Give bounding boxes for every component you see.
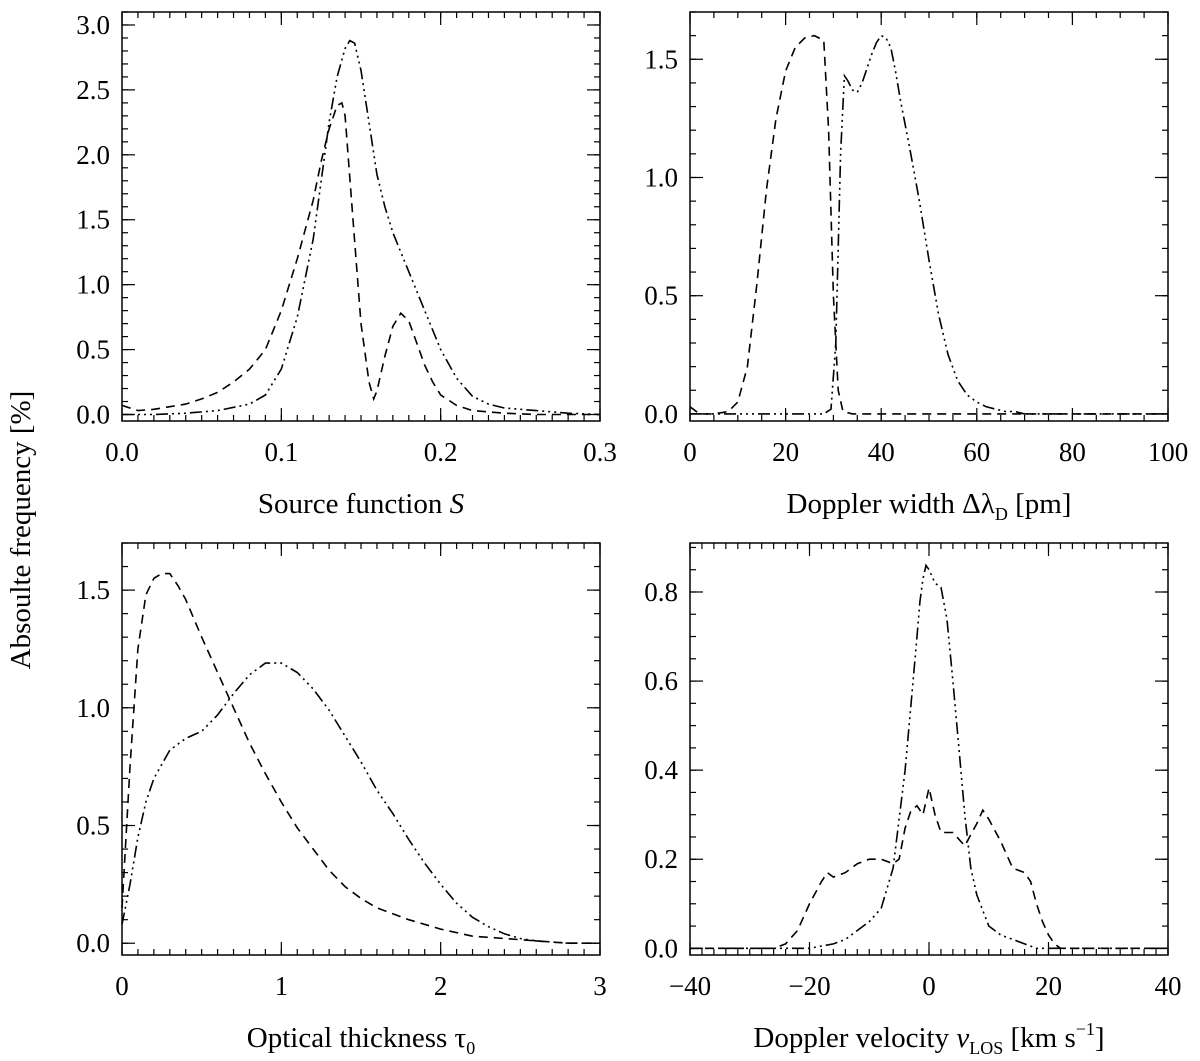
x-tick-label: 0: [115, 971, 129, 1001]
series-dash-dot-dot: [122, 39, 601, 416]
x-tick-label: 0.1: [264, 437, 298, 467]
x-tick-label: 60: [963, 437, 990, 467]
x-tick-label: 40: [1155, 971, 1182, 1001]
series-dash-dot-dot: [690, 563, 1168, 950]
x-tick-label: 80: [1059, 437, 1086, 467]
x-tick-label: 20: [772, 437, 799, 467]
x-tick-label: 0: [683, 437, 697, 467]
y-tick-label: 0.6: [644, 666, 678, 696]
panel-doppler-width: 0 20 40 60 80 100 0.0 0.5 1.0 1.5 Doppler width Δλ…: [644, 11, 1189, 524]
y-tick-label: 0.5: [76, 811, 110, 841]
plot-frame: [121, 542, 601, 956]
x-tick-label: 1: [275, 971, 289, 1001]
y-tick-label: 0.4: [644, 755, 678, 785]
y-tick-label: 1.0: [76, 693, 110, 723]
series-dashed: [690, 787, 1168, 950]
plot-frame: [689, 11, 1169, 422]
panel-doppler-velocity: −40 −20 0 20 40 0.0 0.2 0.4 0.6 0.8 Doppler veloci…: [644, 542, 1182, 1058]
x-tick-label: 3: [593, 971, 607, 1001]
y-tick-label: 0.0: [644, 399, 678, 429]
x-tick-label: 20: [1035, 971, 1062, 1001]
series-dashed: [121, 101, 600, 416]
x-tick-label: 2: [434, 971, 448, 1001]
y-tick-label: 1.5: [644, 44, 678, 74]
y-tick-label: 1.5: [76, 575, 110, 605]
y-tick-label: 2.5: [76, 75, 110, 105]
y-tick-label: 0.5: [644, 281, 678, 311]
y-tick-label: 3.0: [76, 10, 110, 40]
series-dash-dot-dot: [690, 34, 1168, 415]
panel-source: 0.0 0.1 0.2 0.3 0.0 0.5 1.0 1.5 2.0 2.5 3.0 Source …: [76, 10, 617, 520]
plot-frame: [689, 542, 1169, 956]
x-tick-label: −40: [669, 971, 711, 1001]
y-tick-label: 0.0: [76, 928, 110, 958]
x-tick-label: 100: [1148, 437, 1189, 467]
x-tick-label: −20: [788, 971, 830, 1001]
x-tick-label: 0.0: [105, 437, 139, 467]
y-tick-label: 1.0: [76, 270, 110, 300]
x-tick-label: 0: [922, 971, 936, 1001]
x-axis-label: Doppler velocity vLOS [km s−1]: [753, 1019, 1104, 1058]
x-axis-label: Source function S: [258, 488, 465, 520]
y-tick-label: 0.2: [644, 844, 678, 874]
x-tick-label: 40: [868, 437, 895, 467]
y-tick-label: 0.0: [76, 400, 110, 430]
series-dash-dot-dot: [121, 662, 600, 945]
x-tick-label: 0.3: [583, 437, 617, 467]
x-axis-label: Doppler width ΔλD [pm]: [787, 488, 1072, 524]
series-dashed: [121, 572, 600, 945]
y-tick-label: 0.5: [76, 335, 110, 365]
y-tick-label: 1.5: [76, 205, 110, 235]
y-tick-label: 1.0: [644, 162, 678, 192]
series-dashed: [689, 34, 1168, 415]
panel-optical-thickness: 0 1 2 3 0.0 0.5 1.0 1.5 Optical thickness τ0: [76, 542, 607, 1058]
y-tick-label: 0.0: [644, 933, 678, 963]
y-tick-label: 0.8: [644, 577, 678, 607]
y-axis-label: Absoulte frequency [%]: [5, 391, 37, 670]
x-tick-label: 0.2: [424, 437, 458, 467]
x-axis-label: Optical thickness τ0: [247, 1022, 475, 1058]
y-tick-label: 2.0: [76, 140, 110, 170]
panels: 0.0 0.1 0.2 0.3 0.0 0.5 1.0 1.5 2.0 2.5 3.0 Source …: [76, 10, 1188, 1058]
